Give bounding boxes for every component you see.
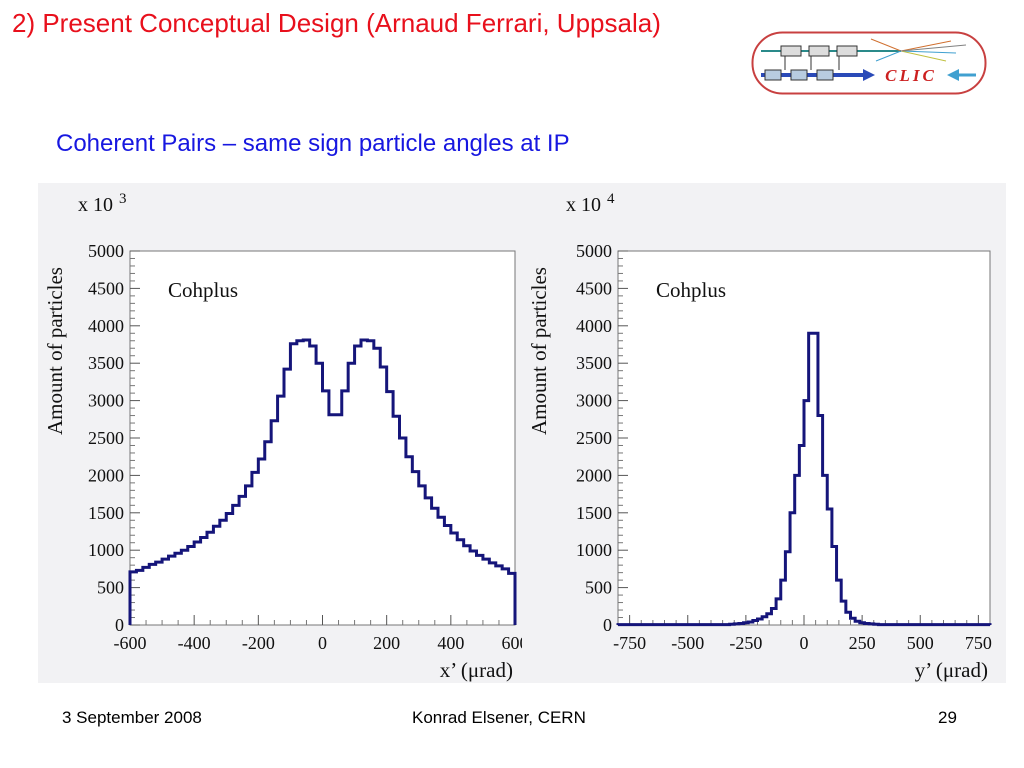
logo-cavity (836, 45, 858, 57)
histogram-outline (128, 338, 517, 625)
y-tick-label: 0 (603, 615, 612, 635)
y-tick-label: 4500 (576, 278, 612, 298)
scale-factor: x 10 4 (566, 191, 615, 216)
y-tick-label: 500 (97, 578, 124, 598)
x-tick-label: 600 (502, 633, 523, 653)
y-tick-label: 4500 (88, 278, 124, 298)
y-tick-label: 2000 (576, 465, 612, 485)
plot-frame (129, 250, 516, 626)
logo-cavity (808, 45, 830, 57)
logo-arrow-left (947, 69, 959, 81)
y-tick-label: 1500 (576, 503, 612, 523)
scale-exponent: 4 (607, 191, 615, 207)
x-tick-label: 750 (965, 633, 992, 653)
y-tick-label: 2000 (88, 465, 124, 485)
logo-arrow-right (863, 69, 875, 81)
scale-base: x 10 (566, 194, 601, 216)
y-tick-label: 1500 (88, 503, 124, 523)
logo-module (764, 69, 782, 81)
slide-subtitle: Coherent Pairs – same sign particle angl… (56, 130, 570, 157)
slide-title: 2) Present Conceptual Design (Arnaud Fer… (12, 8, 661, 38)
x-tick-label: 250 (849, 633, 876, 653)
logo-cavity (780, 45, 802, 57)
clic-logo: CLIC (751, 31, 987, 95)
x-tick-label: -500 (671, 633, 704, 653)
page-number: 29 (938, 708, 957, 727)
histogram-annotation: Cohplus (168, 278, 238, 302)
x-axis-label: x’ (μrad) (440, 658, 513, 682)
logo-ray (870, 38, 902, 52)
y-tick-label: 2500 (576, 428, 612, 448)
logo-module (790, 69, 808, 81)
histogram-annotation: Cohplus (656, 278, 726, 302)
y-tick-label: 3500 (88, 353, 124, 373)
y-tick-label: 5000 (576, 241, 612, 261)
y-tick-label: 2500 (88, 428, 124, 448)
histogram-outline (616, 331, 992, 627)
logo-ray (900, 50, 947, 62)
scale-factor: x 10 3 (78, 191, 127, 216)
y-tick-label: 5000 (88, 241, 124, 261)
logo-ray (900, 40, 952, 52)
histogram-x-angle: 0500100015002000250030003500400045005000… (43, 191, 523, 682)
x-tick-label: 500 (907, 633, 934, 653)
x-tick-label: 0 (800, 633, 809, 653)
y-tick-label: 500 (585, 578, 612, 598)
y-tick-label: 4000 (88, 316, 124, 336)
footer-date: 3 September 2008 (62, 708, 202, 727)
x-tick-label: -200 (242, 633, 275, 653)
logo-border (751, 31, 987, 95)
scale-base: x 10 (78, 194, 113, 216)
y-tick-label: 3000 (88, 391, 124, 411)
logo-ray (900, 50, 957, 54)
logo-ray (875, 50, 902, 62)
footer-author: Konrad Elsener, CERN (412, 708, 586, 727)
scale-exponent: 3 (119, 191, 127, 207)
y-axis-label: Amount of particles (527, 267, 551, 435)
y-tick-label: 3000 (576, 391, 612, 411)
x-tick-label: 0 (318, 633, 327, 653)
y-tick-label: 4000 (576, 316, 612, 336)
x-axis-label: y’ (μrad) (915, 658, 988, 682)
logo-ray (900, 44, 967, 52)
y-tick-label: 0 (115, 615, 124, 635)
x-tick-label: -600 (114, 633, 147, 653)
x-tick-label: -400 (178, 633, 211, 653)
y-tick-label: 3500 (576, 353, 612, 373)
y-tick-label: 1000 (88, 540, 124, 560)
y-tick-label: 1000 (576, 540, 612, 560)
logo-module (816, 69, 834, 81)
x-tick-label: -250 (729, 633, 762, 653)
x-tick-label: 200 (373, 633, 400, 653)
logo-text: CLIC (885, 66, 937, 85)
y-axis-label: Amount of particles (43, 267, 67, 435)
x-tick-label: -750 (613, 633, 646, 653)
histogram-y-angle: 0500100015002000250030003500400045005000… (527, 191, 992, 682)
x-tick-label: 400 (437, 633, 464, 653)
